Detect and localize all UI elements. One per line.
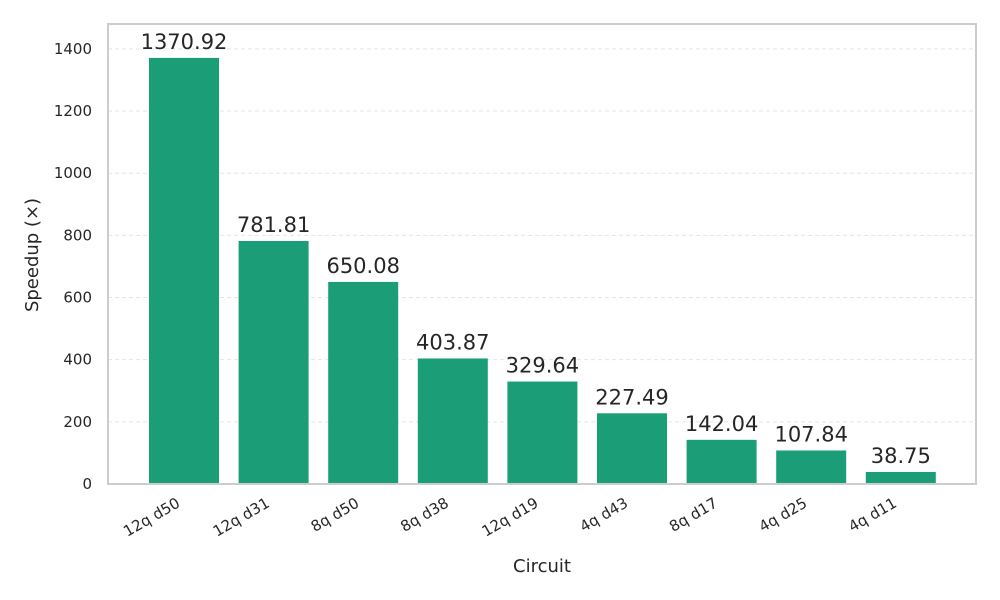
bar-value-label: 329.64	[506, 354, 579, 378]
bar	[776, 450, 847, 484]
y-tick-label: 400	[63, 351, 92, 369]
bar-value-label: 650.08	[326, 254, 399, 278]
bar-value-label: 38.75	[871, 444, 931, 468]
bar	[328, 281, 399, 484]
bar-value-label: 781.81	[237, 213, 310, 237]
y-tick-label: 1000	[54, 164, 92, 182]
bar	[597, 413, 667, 484]
y-tick-label: 600	[63, 289, 92, 307]
y-tick-label: 1400	[54, 40, 92, 58]
bar-value-label: 403.87	[416, 330, 489, 354]
bar	[507, 381, 578, 484]
bar-value-label: 142.04	[685, 412, 758, 436]
plot-frame	[107, 23, 977, 485]
y-axis-ticks: 0 200 400 600 800 1000 1200 1400	[54, 40, 92, 493]
bar	[238, 241, 309, 484]
y-axis-label: Speedup (×)	[22, 198, 43, 312]
bar-value-label: 1370.92	[141, 30, 228, 54]
y-tick-label: 800	[63, 226, 92, 244]
y-tick-label: 200	[63, 413, 92, 431]
bar	[417, 358, 488, 484]
bars	[149, 57, 936, 484]
bar	[149, 57, 219, 484]
x-axis-label: Circuit	[513, 556, 571, 577]
bar-value-label: 227.49	[595, 385, 668, 409]
bar	[686, 439, 757, 484]
y-tick-label: 0	[82, 475, 92, 493]
bar	[865, 471, 936, 484]
bar-value-label: 107.84	[774, 422, 847, 446]
bar-value-labels: 1370.92 781.81 650.08 403.87 329.64 227.49 142…	[141, 30, 931, 468]
y-tick-label: 1200	[54, 102, 92, 120]
